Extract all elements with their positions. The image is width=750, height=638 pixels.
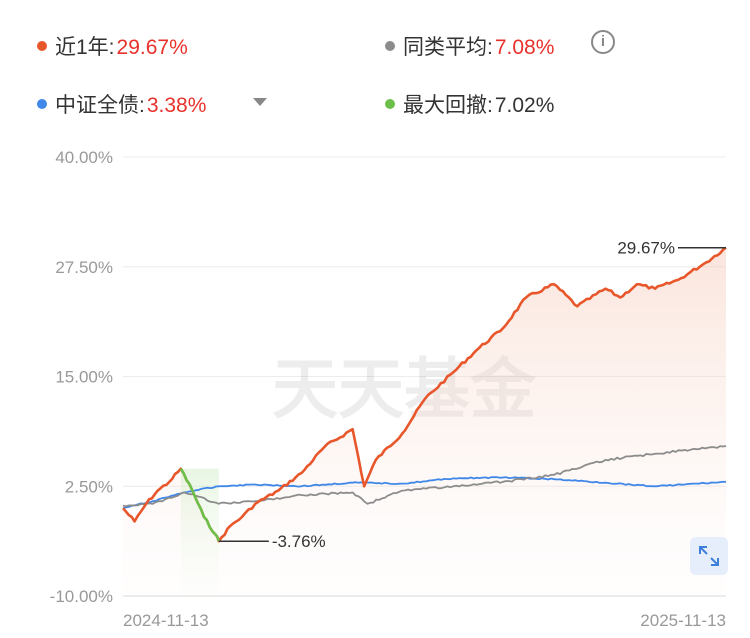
category-avg-dot-icon [385, 41, 395, 52]
min-value-label: -3.76% [272, 532, 326, 551]
legend-max-drawdown: 最大回撤:7.02% [385, 89, 554, 119]
drawdown-segment [179, 468, 221, 542]
benchmark-label: 中证全债: [55, 94, 145, 117]
y-tick-label: 15.00% [55, 368, 113, 387]
max-drawdown-label: 最大回撤: [403, 94, 493, 117]
caret-down-icon[interactable] [253, 98, 267, 106]
series-line [122, 476, 727, 510]
max-drawdown-dot-icon [385, 99, 395, 110]
legend-category-avg: 同类平均:7.08% [385, 31, 554, 61]
benchmark-dot-icon [37, 99, 47, 110]
y-tick-label: 40.00% [55, 148, 113, 167]
benchmark-value: 3.38% [146, 94, 207, 117]
y-tick-label: 2.50% [65, 477, 113, 496]
category-avg-value: 7.08% [494, 36, 555, 59]
fund-area [123, 247, 726, 596]
max-drawdown-value: 7.02% [494, 94, 555, 117]
category-avg-label: 同类平均: [403, 36, 493, 59]
end-value-label: 29.67% [617, 239, 675, 258]
fund-value: 29.67% [116, 36, 188, 59]
x-tick-label: 2025-11-13 [640, 611, 726, 630]
y-tick-label: -10.00% [50, 587, 113, 606]
fund-dot-icon [37, 41, 47, 52]
expand-button[interactable] [690, 537, 728, 575]
fund-label: 近1年: [55, 36, 115, 59]
legend-benchmark: 中证全债:3.38% [37, 89, 206, 119]
y-tick-label: 27.50% [55, 258, 113, 277]
legend-fund: 近1年:29.67% [37, 31, 188, 61]
expand-icon [699, 546, 719, 566]
series-line [122, 445, 727, 508]
info-icon[interactable]: i [591, 30, 615, 54]
x-tick-label: 2024-11-13 [123, 611, 209, 630]
